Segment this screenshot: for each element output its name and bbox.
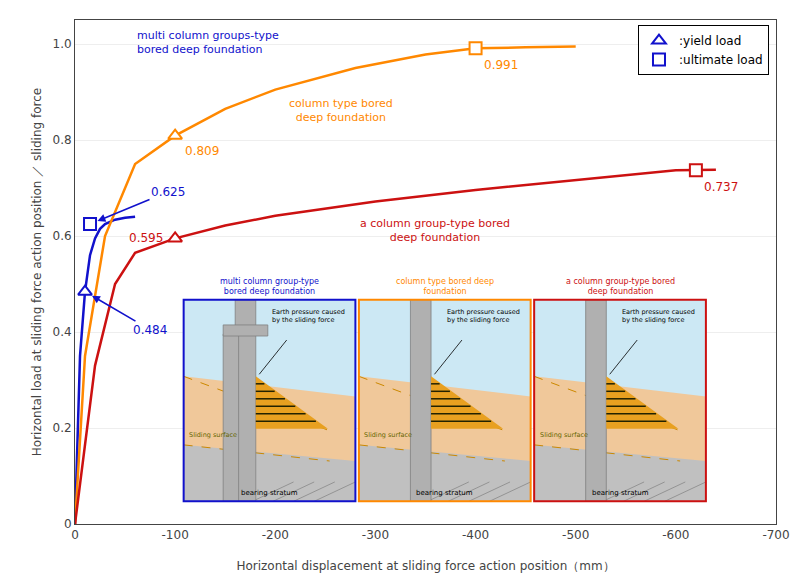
svg-text:0.484: 0.484 (133, 323, 167, 337)
svg-text:Sliding surface: Sliding surface (189, 431, 237, 439)
svg-text:bearing stratum: bearing stratum (416, 489, 473, 497)
svg-text::yield load: :yield load (679, 34, 741, 48)
svg-text:Earth pressure causedby the sl: Earth pressure causedby the sliding forc… (447, 308, 520, 324)
svg-text:a column group-type boreddeep: a column group-type boreddeep foundation (566, 277, 675, 296)
svg-text:Earth pressure causedby the sl: Earth pressure causedby the sliding forc… (622, 308, 695, 324)
svg-text:0.4: 0.4 (53, 325, 72, 339)
svg-text:Sliding surface: Sliding surface (540, 431, 588, 439)
svg-text:-700: -700 (762, 528, 789, 542)
svg-text:0.991: 0.991 (484, 58, 518, 72)
svg-text:-500: -500 (562, 528, 589, 542)
svg-text:multi column group-typebored d: multi column group-typebored deep founda… (220, 277, 319, 296)
svg-text:0.809: 0.809 (185, 144, 219, 158)
svg-text:-200: -200 (262, 528, 289, 542)
svg-text:0.595: 0.595 (129, 231, 163, 245)
svg-text:multi column groups-typebored: multi column groups-typebored deep found… (137, 29, 279, 56)
svg-text::ultimate load: :ultimate load (679, 53, 763, 67)
svg-text:0.737: 0.737 (704, 180, 738, 194)
svg-text:a column group-type boreddeep: a column group-type boreddeep foundation (360, 217, 510, 244)
svg-text:column type boreddeep foundati: column type boreddeep foundation (289, 97, 393, 124)
svg-text:bearing stratum: bearing stratum (241, 489, 298, 497)
svg-text:0.6: 0.6 (53, 229, 72, 243)
svg-text:column type bored deepfoundati: column type bored deepfoundation (396, 277, 494, 296)
svg-text:-100: -100 (162, 528, 189, 542)
svg-text:Earth pressure causedby the sl: Earth pressure causedby the sliding forc… (272, 308, 345, 324)
svg-text:-600: -600 (662, 528, 689, 542)
svg-text:Horizontal load at sliding for: Horizontal load at sliding force action … (30, 88, 44, 456)
svg-text:-300: -300 (362, 528, 389, 542)
svg-text:0: 0 (64, 517, 72, 531)
svg-text:0.8: 0.8 (53, 133, 72, 147)
svg-text:Sliding surface: Sliding surface (364, 431, 412, 439)
svg-text:bearing stratum: bearing stratum (592, 489, 649, 497)
svg-text:0.625: 0.625 (151, 185, 185, 199)
svg-text:Horizontal displacement at sli: Horizontal displacement at sliding force… (236, 559, 614, 573)
svg-text:-400: -400 (462, 528, 489, 542)
svg-text:0: 0 (71, 528, 79, 542)
svg-text:0.2: 0.2 (53, 421, 72, 435)
svg-text:1.0: 1.0 (53, 37, 72, 51)
